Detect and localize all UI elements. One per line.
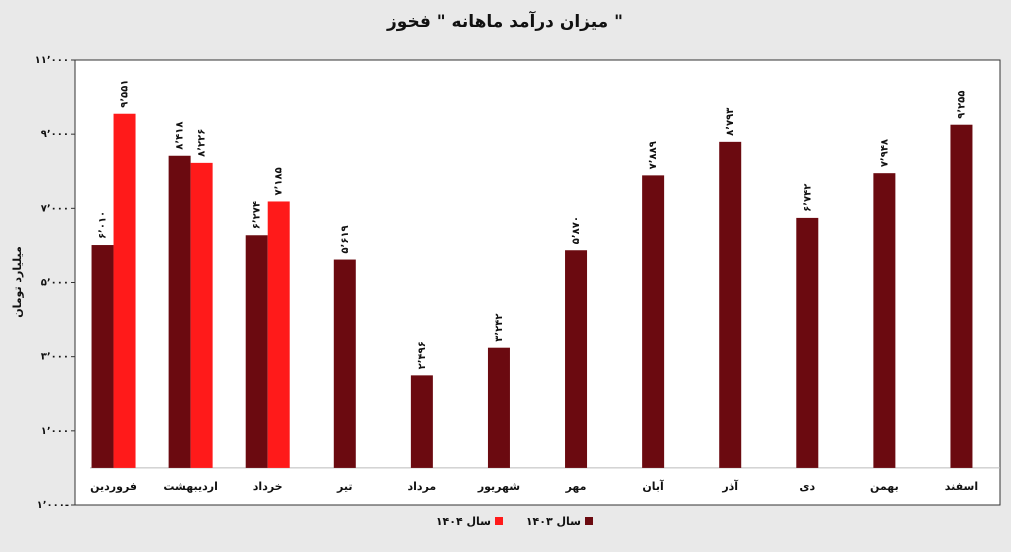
value-label: ۸٬۲۲۶ (197, 129, 208, 157)
value-label: ۵٬۶۱۹ (340, 225, 351, 253)
bar (950, 124, 973, 468)
bar (333, 259, 356, 468)
legend-swatch (495, 517, 503, 525)
bar (113, 113, 136, 468)
bar (245, 235, 268, 468)
bar (267, 201, 290, 468)
y-axis-label: میلیارد تومان (11, 246, 24, 318)
x-tick-label: تیر (336, 480, 352, 493)
x-tick-label: شهریور (477, 480, 520, 493)
chart-title: میزان درآمد ماهانه " فخوز " (386, 10, 623, 32)
bar (190, 162, 213, 468)
value-label: ۲٬۴۹۶ (417, 341, 428, 369)
bar (642, 175, 665, 468)
legend-label: سال ۱۴۰۴ (436, 515, 491, 528)
bar (168, 155, 191, 468)
bar (487, 347, 510, 468)
bar (873, 173, 896, 468)
y-tick-label: ۱٬۰۰۰- (37, 500, 69, 511)
value-label: ۶٬۷۴۲ (802, 184, 813, 212)
y-tick-label: ۱۱٬۰۰۰ (35, 55, 69, 66)
legend-swatch (585, 517, 593, 525)
value-label: ۶٬۲۷۴ (252, 201, 263, 229)
value-label: ۹٬۲۵۵ (956, 90, 967, 118)
x-tick-label: مرداد (408, 480, 437, 493)
value-label: ۷٬۸۸۹ (648, 141, 659, 169)
bar (565, 250, 588, 468)
legend-label: سال ۱۴۰۳ (526, 515, 581, 528)
x-tick-label: اسفند (945, 480, 978, 493)
x-tick-label: خرداد (253, 480, 283, 493)
bar (410, 375, 433, 468)
x-tick-label: اردیبهشت (163, 480, 217, 493)
x-tick-label: بهمن (870, 480, 899, 493)
value-label: ۶٬۰۱۰ (98, 211, 109, 239)
y-tick-label: ۹٬۰۰۰ (41, 129, 69, 140)
bar (719, 141, 742, 468)
value-label: ۸٬۷۹۳ (725, 108, 736, 136)
value-label: ۷٬۱۸۵ (274, 167, 285, 195)
value-label: ۳٬۲۴۲ (494, 313, 505, 341)
x-tick-label: مهر (565, 480, 587, 493)
value-label: ۵٬۸۷۰ (571, 216, 582, 244)
x-tick-label: آبان (642, 479, 664, 493)
bar (91, 245, 114, 468)
y-tick-label: ۵٬۰۰۰ (41, 278, 69, 289)
value-label: ۸٬۴۱۸ (175, 122, 186, 150)
x-tick-label: آذر (721, 479, 738, 493)
y-tick-label: ۱٬۰۰۰ (41, 426, 69, 437)
y-tick-label: ۳٬۰۰۰ (41, 352, 69, 363)
value-label: ۹٬۵۵۱ (120, 80, 131, 108)
y-tick-label: ۷٬۰۰۰ (41, 203, 69, 214)
value-label: ۷٬۹۴۸ (879, 139, 890, 167)
x-tick-label: فروردین (90, 480, 137, 493)
bar (796, 217, 819, 468)
plot-area (74, 59, 1001, 506)
x-tick-label: دی (799, 480, 815, 493)
